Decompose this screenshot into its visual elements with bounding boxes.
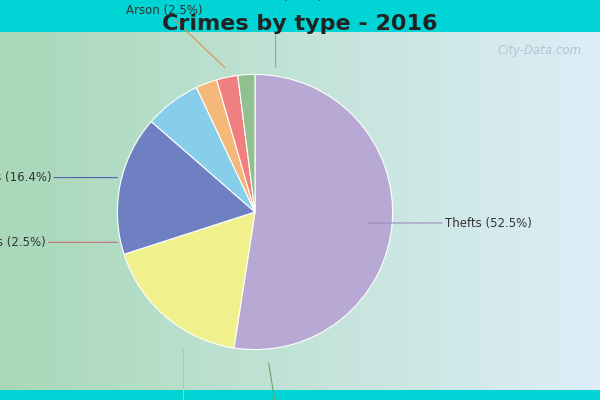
Text: Arson (2.5%): Arson (2.5%) <box>126 4 225 68</box>
Text: City-Data.com: City-Data.com <box>498 44 582 57</box>
Wedge shape <box>118 122 255 254</box>
Wedge shape <box>124 212 255 348</box>
Text: Assaults (6.6%): Assaults (6.6%) <box>230 0 322 68</box>
Text: Burglaries (16.4%): Burglaries (16.4%) <box>0 171 118 184</box>
Text: Thefts (52.5%): Thefts (52.5%) <box>368 216 532 230</box>
Text: Crimes by type - 2016: Crimes by type - 2016 <box>162 14 438 34</box>
Wedge shape <box>151 88 255 212</box>
Wedge shape <box>234 74 392 350</box>
Text: Rapes (2.5%): Rapes (2.5%) <box>0 236 118 249</box>
Wedge shape <box>217 76 255 212</box>
Text: Robberies (2.0%): Robberies (2.0%) <box>229 363 331 400</box>
Text: Auto thefts (17.6%): Auto thefts (17.6%) <box>125 350 241 400</box>
Wedge shape <box>238 74 255 212</box>
Wedge shape <box>196 80 255 212</box>
